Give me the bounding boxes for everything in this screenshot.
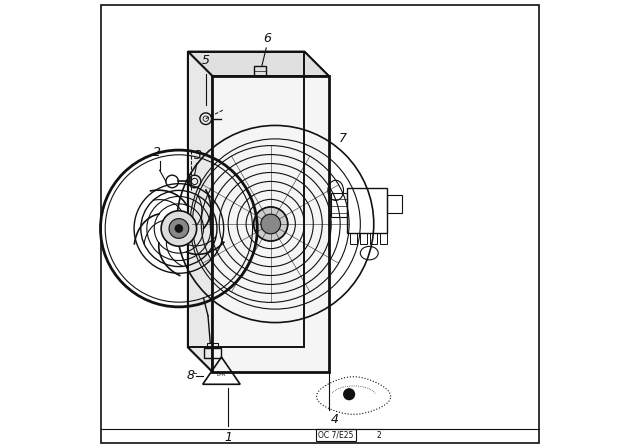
- Text: 5: 5: [202, 54, 210, 67]
- Circle shape: [261, 214, 280, 234]
- Text: EPR: EPR: [217, 372, 226, 377]
- Bar: [360, 233, 367, 244]
- Circle shape: [161, 211, 196, 246]
- Text: –: –: [191, 369, 196, 379]
- Bar: [380, 233, 387, 244]
- Polygon shape: [188, 52, 329, 76]
- Circle shape: [344, 389, 355, 400]
- Text: OC 7/E25: OC 7/E25: [318, 431, 353, 439]
- Text: 4: 4: [331, 413, 339, 426]
- Bar: [347, 188, 387, 233]
- Text: 8: 8: [186, 369, 194, 382]
- Polygon shape: [188, 52, 212, 372]
- Circle shape: [175, 224, 183, 233]
- Circle shape: [169, 219, 189, 238]
- Bar: [332, 193, 347, 217]
- Text: 2: 2: [152, 146, 161, 159]
- Bar: [387, 195, 401, 213]
- Text: 7: 7: [339, 132, 346, 146]
- Bar: [253, 66, 266, 76]
- Bar: [316, 429, 356, 441]
- Polygon shape: [212, 76, 329, 372]
- Circle shape: [253, 207, 288, 241]
- Polygon shape: [188, 347, 329, 372]
- Bar: [370, 233, 377, 244]
- Polygon shape: [305, 52, 329, 372]
- Bar: [350, 233, 357, 244]
- Bar: [204, 348, 221, 358]
- Text: 6: 6: [263, 32, 271, 45]
- Text: 3: 3: [194, 149, 202, 162]
- Bar: [207, 343, 218, 348]
- Text: 1: 1: [224, 431, 232, 444]
- Text: 2: 2: [377, 431, 381, 439]
